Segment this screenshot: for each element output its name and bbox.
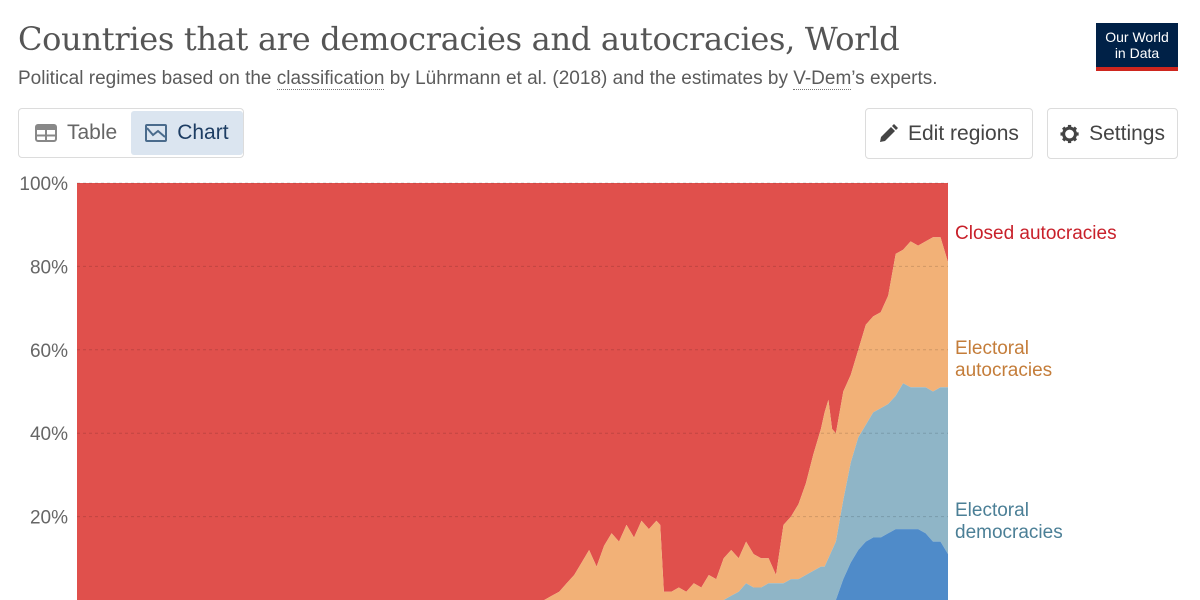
vdem-link[interactable]: V-Dem <box>793 68 852 90</box>
series-label-line: Closed autocracies <box>955 223 1117 244</box>
subtitle-middle: by Lührmann et al. (2018) and the estima… <box>384 68 794 89</box>
chart-areas <box>77 183 948 600</box>
logo-line-1: Our World <box>1105 29 1169 45</box>
stacked-area-chart: 100% 80% 60% 40% 20% Closed autocracies Elect… <box>19 174 1117 600</box>
y-tick-label: 100% <box>19 174 68 195</box>
edit-regions-button[interactable]: Edit regions <box>865 108 1033 159</box>
y-axis: 100% 80% 60% 40% 20% <box>19 174 68 529</box>
chart-title: Countries that are democracies and autoc… <box>18 20 900 58</box>
series-label-closed[interactable]: Closed autocracies <box>955 223 1117 244</box>
y-tick-label: 60% <box>30 341 68 362</box>
subtitle-suffix: ’s experts. <box>851 68 938 89</box>
gear-icon <box>1060 124 1079 143</box>
area-closed-autocracies[interactable] <box>77 183 948 600</box>
tab-chart[interactable]: Chart <box>131 111 243 155</box>
settings-button[interactable]: Settings <box>1047 108 1178 159</box>
y-tick-label: 40% <box>30 424 68 445</box>
settings-label: Settings <box>1089 121 1165 145</box>
series-label-electoral-autocracies[interactable]: Electoral autocracies <box>955 338 1052 381</box>
tab-table[interactable]: Table <box>21 111 131 155</box>
tab-table-label: Table <box>67 121 118 144</box>
tab-chart-label: Chart <box>177 121 229 144</box>
series-label-line: democracies <box>955 522 1063 543</box>
line-chart-icon <box>145 124 168 142</box>
owid-logo[interactable]: Our World in Data <box>1096 23 1178 71</box>
logo-red-bar <box>1096 67 1178 71</box>
classification-link[interactable]: classification <box>276 68 385 90</box>
chart-subtitle: Political regimes based on the classific… <box>18 68 938 90</box>
y-tick-label: 20% <box>30 508 68 529</box>
series-label-line: Electoral <box>955 500 1029 521</box>
logo-line-2: in Data <box>1114 45 1160 61</box>
series-label-line: autocracies <box>955 360 1052 381</box>
table-icon <box>35 124 57 142</box>
area-liberal-democracies[interactable] <box>77 529 948 600</box>
subtitle-prefix: Political regimes based on the <box>18 68 277 89</box>
series-label-electoral-democracies[interactable]: Electoral democracies <box>955 500 1063 543</box>
series-label-line: Electoral <box>955 338 1029 359</box>
view-tabs: Table Chart <box>18 108 244 158</box>
chart-gridlines <box>77 182 948 518</box>
y-tick-label: 80% <box>30 257 68 278</box>
pencil-icon <box>880 123 898 142</box>
edit-regions-label: Edit regions <box>908 121 1019 145</box>
